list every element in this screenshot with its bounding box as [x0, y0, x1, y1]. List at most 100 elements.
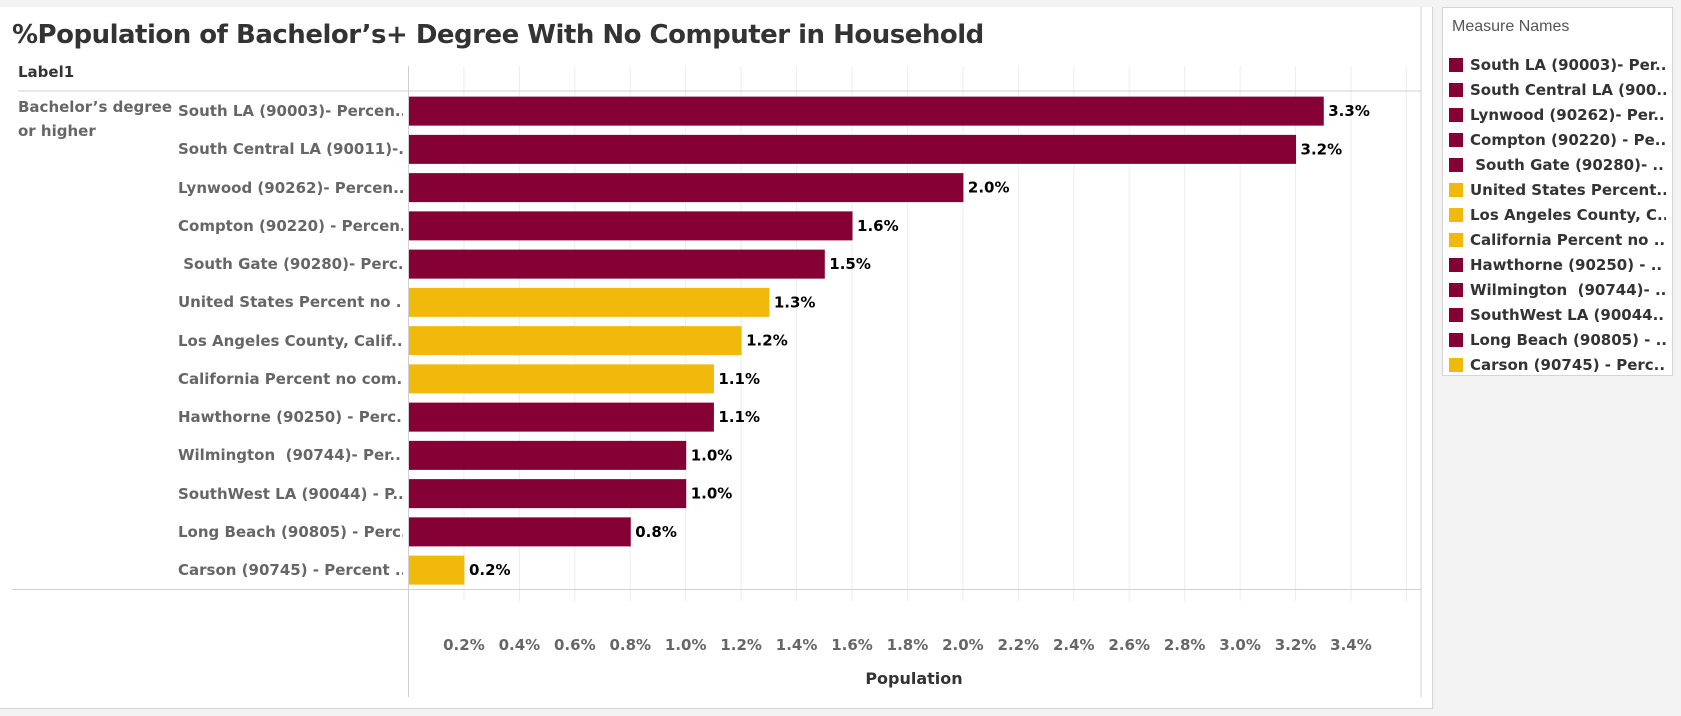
data-label: 1.1% — [718, 408, 760, 426]
legend-item[interactable]: South Gate (90280)- .. — [1449, 152, 1666, 177]
bar[interactable] — [409, 287, 770, 317]
legend-item[interactable]: South Central LA (900.. — [1449, 77, 1666, 102]
legend-item[interactable]: Wilmington (90744)- .. — [1449, 277, 1666, 302]
legend-swatch-icon — [1449, 357, 1463, 372]
row-label[interactable]: Wilmington (90744)- Per.. — [178, 446, 401, 465]
legend-item[interactable]: Hawthorne (90250) - .. — [1449, 252, 1666, 277]
legend-swatch-icon — [1449, 182, 1463, 197]
legend-item-label: Lynwood (90262)- Per.. — [1470, 105, 1665, 124]
data-label: 0.2% — [469, 561, 511, 579]
legend-item-label: Wilmington (90744)- .. — [1470, 280, 1666, 299]
bar[interactable] — [409, 364, 714, 394]
bar[interactable] — [409, 517, 631, 547]
bar[interactable] — [409, 440, 687, 470]
row-label[interactable]: Los Angeles County, Calif.. — [178, 331, 403, 350]
data-label: 3.2% — [1301, 140, 1343, 158]
row-label[interactable]: South Gate (90280)- Perc.. — [178, 255, 403, 273]
legend-item[interactable]: Compton (90220) - Pe.. — [1449, 127, 1666, 152]
row-label[interactable]: Long Beach (90805) - Perc.. — [178, 522, 403, 541]
legend-swatch-icon — [1449, 282, 1463, 297]
legend-item-label: South Gate (90280)- .. — [1470, 155, 1664, 174]
data-label: 1.2% — [746, 332, 788, 350]
x-tick-label: 1.2% — [720, 636, 762, 654]
legend-swatch-icon — [1449, 82, 1463, 97]
legend-item-label: South LA (90003)- Per.. — [1470, 55, 1666, 74]
bar[interactable] — [409, 479, 687, 509]
legend-swatch-icon — [1449, 132, 1463, 147]
data-label: 1.0% — [691, 485, 733, 503]
x-tick-label: 1.4% — [776, 636, 818, 654]
row-label[interactable]: South LA (90003)- Percen.. — [178, 102, 403, 120]
x-tick-label: 2.6% — [1108, 636, 1150, 654]
row-label[interactable]: South Central LA (90011)-.. — [178, 140, 403, 159]
bar[interactable] — [409, 134, 1297, 164]
x-tick-label: 2.8% — [1164, 636, 1206, 654]
x-tick-label: 3.0% — [1219, 636, 1261, 654]
legend-item[interactable]: Lynwood (90262)- Per.. — [1449, 102, 1666, 127]
row-label[interactable]: SouthWest LA (90044) - P.. — [178, 484, 403, 503]
data-label: 1.0% — [691, 446, 733, 464]
chart-title: %Population of Bachelor’s+ Degree With N… — [12, 20, 984, 50]
legend-item-label: Carson (90745) - Perc.. — [1470, 355, 1666, 374]
bar[interactable] — [409, 402, 714, 432]
legend-items: South LA (90003)- Per.. South Central LA … — [1449, 52, 1666, 377]
row-label[interactable]: United States Percent no .. — [178, 293, 403, 312]
x-tick-label: 0.4% — [499, 636, 541, 654]
legend-item[interactable]: California Percent no .. — [1449, 227, 1666, 252]
x-tick-label: 1.0% — [665, 636, 707, 654]
legend-item-label: Hawthorne (90250) - .. — [1470, 255, 1663, 274]
legend-item-label: Los Angeles County, C.. — [1470, 205, 1666, 224]
x-tick-label: 0.2% — [443, 636, 485, 654]
bar[interactable] — [409, 326, 742, 356]
x-tick-label: 0.6% — [554, 636, 596, 654]
bar[interactable] — [409, 211, 853, 241]
legend-swatch-icon — [1449, 207, 1463, 222]
x-tick-label: 2.2% — [998, 636, 1040, 654]
legend-swatch-icon — [1449, 307, 1463, 322]
legend-item-label: SouthWest LA (90044.. — [1470, 305, 1664, 324]
legend-swatch-icon — [1449, 57, 1463, 72]
data-label: 1.1% — [718, 370, 760, 388]
x-tick-label: 3.4% — [1330, 636, 1372, 654]
legend-item[interactable]: Carson (90745) - Perc.. — [1449, 352, 1666, 377]
row-label[interactable]: Lynwood (90262)- Percen.. — [178, 178, 403, 197]
legend-title: Measure Names — [1452, 18, 1570, 35]
data-label: 1.3% — [774, 293, 816, 311]
legend-item-label: South Central LA (900.. — [1470, 80, 1666, 99]
bar[interactable] — [409, 249, 825, 279]
x-tick-label: 2.4% — [1053, 636, 1095, 654]
legend-item[interactable]: SouthWest LA (90044.. — [1449, 302, 1666, 327]
data-label: 1.6% — [857, 217, 899, 235]
data-label: 2.0% — [968, 179, 1010, 197]
bar[interactable] — [409, 173, 964, 203]
x-tick-label: 1.8% — [887, 636, 929, 654]
bar[interactable] — [409, 96, 1324, 126]
legend-item-label: Compton (90220) - Pe.. — [1470, 130, 1666, 149]
row-group-label[interactable]: Bachelor’s degree or higher — [18, 98, 173, 140]
x-tick-label: 1.6% — [831, 636, 873, 654]
row-label[interactable]: Compton (90220) - Percen.. — [178, 216, 403, 235]
x-tick-label: 3.2% — [1275, 636, 1317, 654]
data-label: 1.5% — [829, 255, 871, 273]
legend-item[interactable]: United States Percent.. — [1449, 177, 1666, 202]
legend-item[interactable]: Los Angeles County, C.. — [1449, 202, 1666, 227]
x-axis-title: Population — [865, 669, 962, 688]
legend-swatch-icon — [1449, 232, 1463, 247]
legend-item[interactable]: South LA (90003)- Per.. — [1449, 52, 1666, 77]
bar-chart: 3.3% 3.2% 2.0% 1.6% 1.5% 1.3% 1.2% 1.1% 1.1% 1.0%… — [12, 7, 1422, 697]
data-label: 0.8% — [635, 523, 677, 541]
data-label: 3.3% — [1328, 102, 1370, 120]
column-header-label1[interactable]: Label1 — [18, 63, 75, 81]
bar[interactable] — [409, 555, 465, 585]
legend-item-label: United States Percent.. — [1470, 180, 1666, 199]
legend-swatch-icon — [1449, 157, 1463, 172]
legend-panel: Measure Names South LA (90003)- Per.. Sou… — [1442, 7, 1673, 376]
legend-item[interactable]: Long Beach (90805) - .. — [1449, 327, 1666, 352]
row-label[interactable]: Carson (90745) - Percent .. — [178, 561, 403, 579]
legend-swatch-icon — [1449, 332, 1463, 347]
row-label[interactable]: Hawthorne (90250) - Perc.. — [178, 408, 403, 426]
x-tick-label: 0.8% — [609, 636, 651, 654]
legend-swatch-icon — [1449, 257, 1463, 272]
row-label[interactable]: California Percent no com.. — [178, 369, 403, 388]
legend-item-label: Long Beach (90805) - .. — [1470, 330, 1666, 349]
